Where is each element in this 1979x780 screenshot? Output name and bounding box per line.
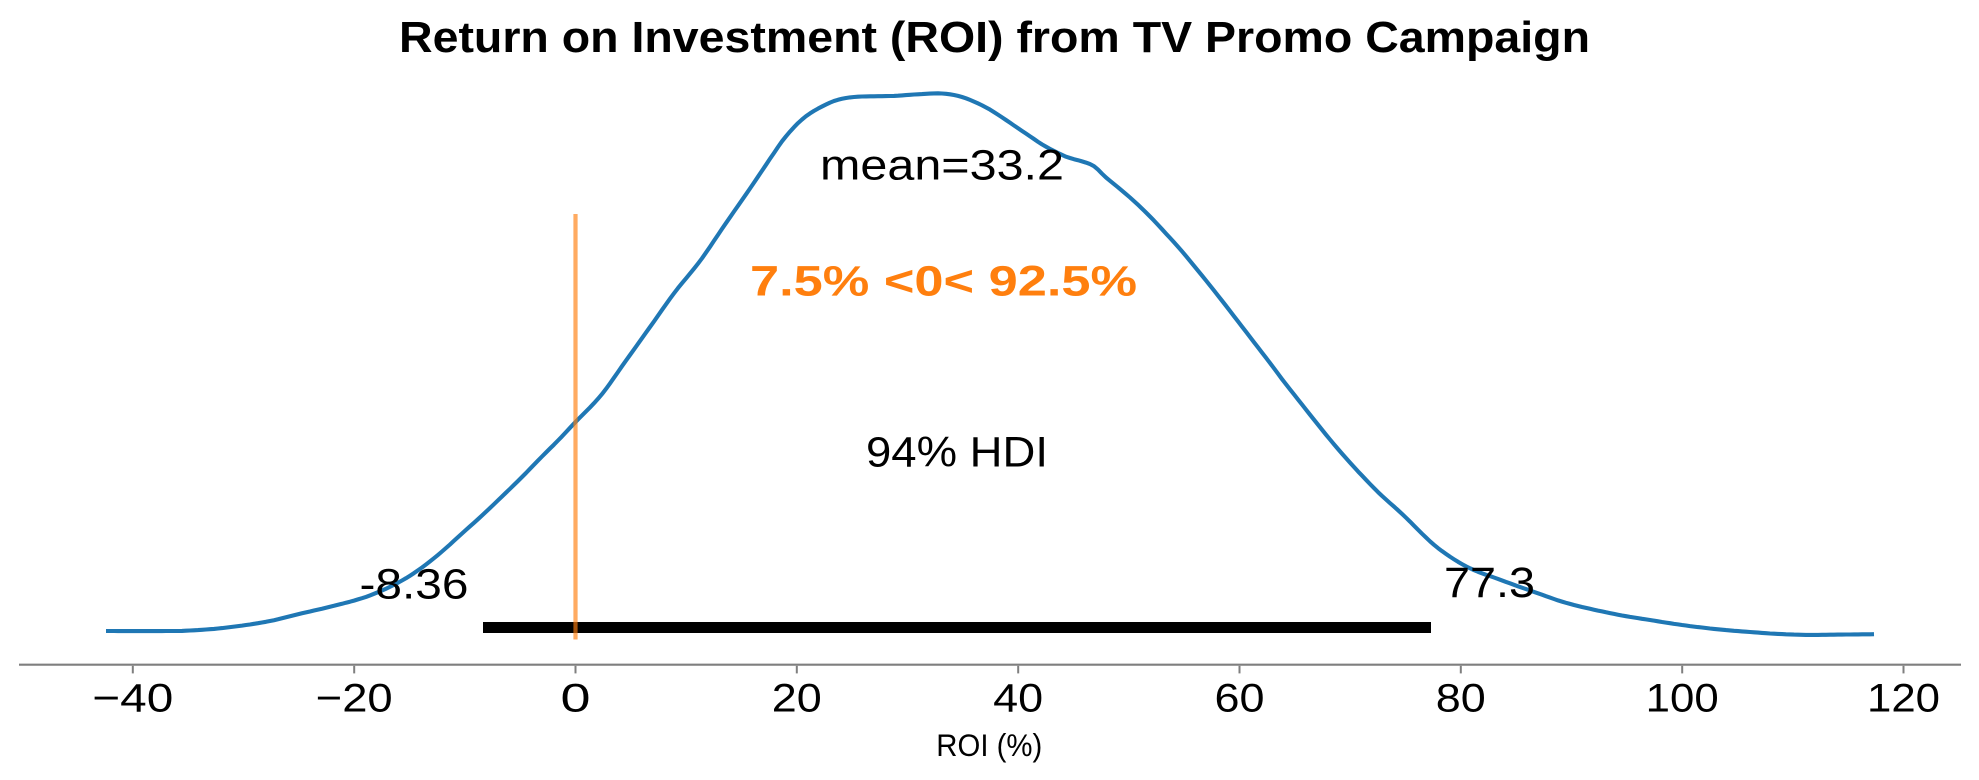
svg-text:80: 80 — [1436, 677, 1486, 721]
svg-text:120: 120 — [1867, 677, 1940, 721]
svg-text:Return on Investment (ROI) fro: Return on Investment (ROI) from TV Promo… — [399, 13, 1590, 62]
svg-text:−40: −40 — [92, 677, 173, 721]
svg-text:100: 100 — [1646, 677, 1719, 721]
svg-text:−20: −20 — [316, 677, 393, 721]
svg-text:0: 0 — [561, 677, 591, 721]
svg-text:40: 40 — [993, 677, 1043, 721]
svg-text:ROI (%): ROI (%) — [936, 727, 1042, 763]
svg-text:60: 60 — [1215, 677, 1265, 721]
svg-text:20: 20 — [772, 677, 822, 721]
svg-text:94% HDI: 94% HDI — [866, 429, 1048, 477]
svg-text:77.3: 77.3 — [1444, 559, 1535, 607]
svg-text:mean=33.2: mean=33.2 — [820, 142, 1064, 190]
svg-text:7.5% <0< 92.5%: 7.5% <0< 92.5% — [750, 258, 1137, 306]
svg-text:-8.36: -8.36 — [360, 560, 469, 608]
